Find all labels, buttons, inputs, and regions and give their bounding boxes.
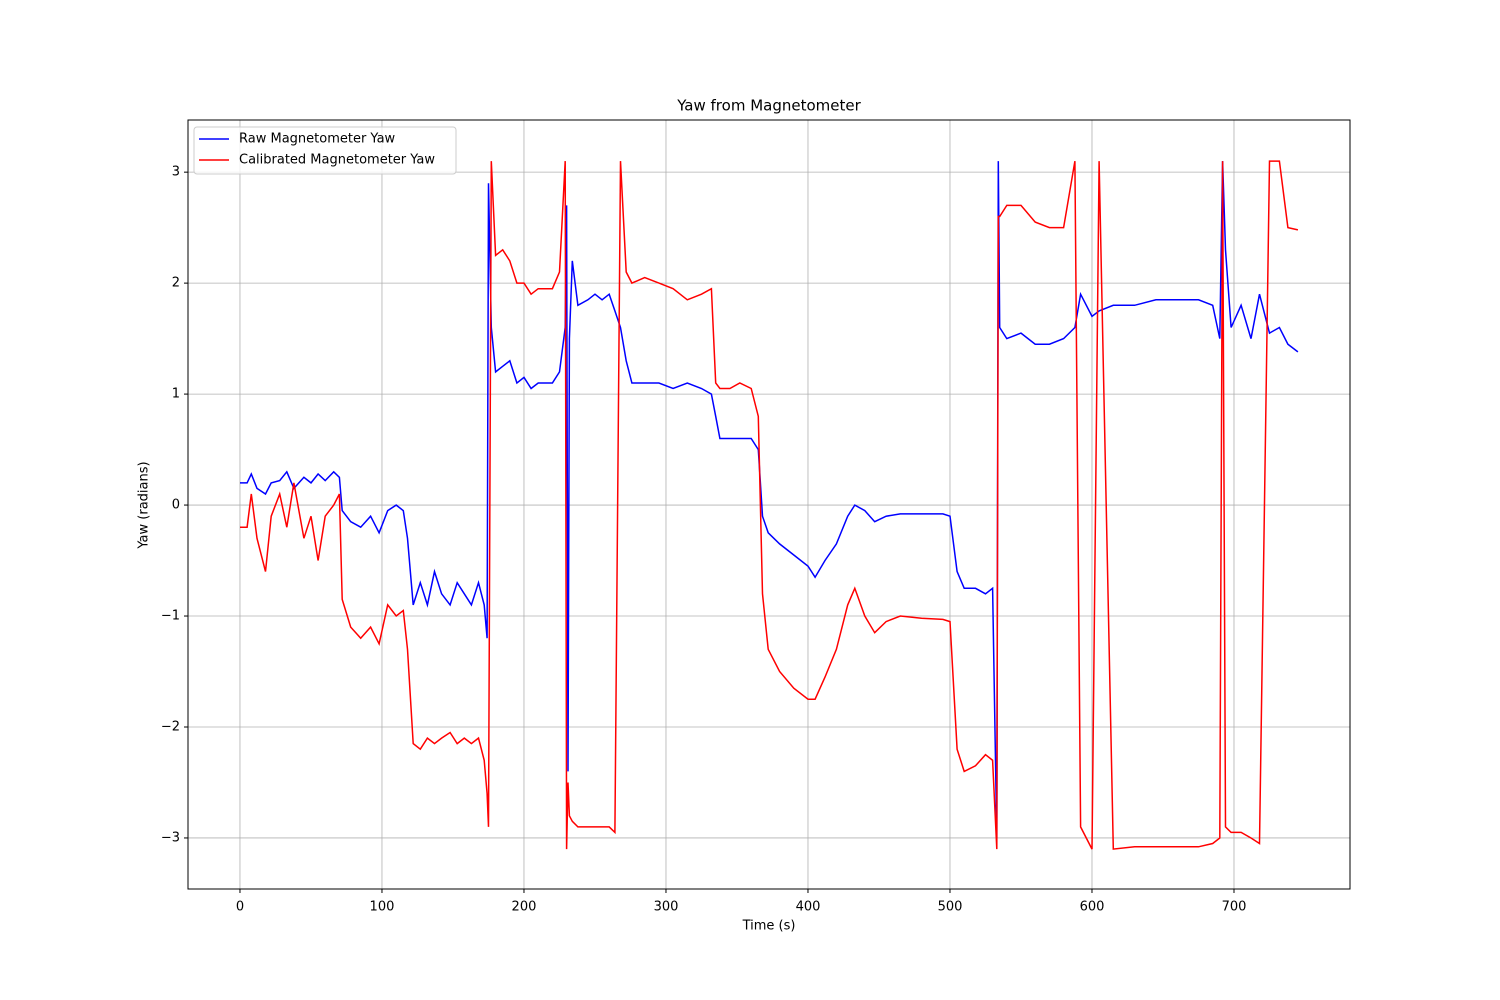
data-line <box>240 161 1299 839</box>
y-tick-label: 1 <box>172 387 180 402</box>
x-tick-label: 0 <box>236 900 244 915</box>
y-axis-label: Yaw (radians) <box>137 461 152 549</box>
y-tick-label: −2 <box>161 719 180 734</box>
grid <box>188 120 1350 889</box>
y-tick-label: −1 <box>161 609 180 624</box>
y-tick-label: 0 <box>172 498 180 513</box>
data-line <box>240 160 1299 850</box>
legend: Raw Magnetometer Yaw Calibrated Magnetome… <box>193 126 457 175</box>
x-tick-label: 300 <box>654 900 679 915</box>
x-tick-label: 600 <box>1080 900 1105 915</box>
legend-label: Calibrated Magnetometer Yaw <box>239 153 435 168</box>
x-axis-label: Time (s) <box>742 919 796 934</box>
x-tick-label: 400 <box>796 900 821 915</box>
plot-lines <box>240 160 1299 850</box>
plot-frame <box>187 119 1351 890</box>
chart-title: Yaw from Magnetometer <box>676 97 861 115</box>
x-tick-label: 700 <box>1222 900 1247 915</box>
legend-box <box>193 126 457 175</box>
y-tick-label: 2 <box>172 276 180 291</box>
x-tick-label: 200 <box>512 900 537 915</box>
y-tick-label: −3 <box>161 830 180 845</box>
y-tick-label: 3 <box>172 165 180 180</box>
x-tick-label: 100 <box>370 900 395 915</box>
x-tick-label: 500 <box>938 900 963 915</box>
legend-label: Raw Magnetometer Yaw <box>239 132 396 147</box>
